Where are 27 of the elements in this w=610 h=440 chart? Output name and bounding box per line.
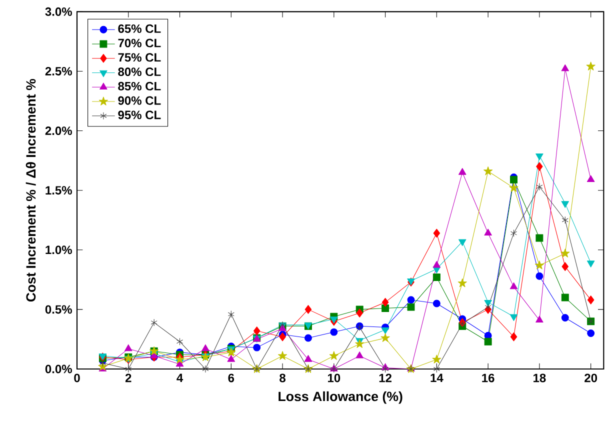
x-tick-label: 20	[584, 374, 598, 382]
x-tick-label: 8	[280, 374, 286, 382]
x-tick-label: 6	[228, 374, 234, 382]
x-tick-label: 4	[176, 374, 184, 382]
x-tick-label: 0	[74, 374, 80, 382]
legend-label: 80% CL	[118, 68, 161, 76]
legend-label: 70% CL	[118, 38, 161, 48]
y-tick-label: 1.5%	[46, 186, 72, 195]
x-tick-label: 2	[125, 374, 132, 382]
y-tick-label: 1.0%	[46, 246, 72, 254]
legend-label: 90% CL	[118, 96, 161, 105]
x-axis-title: Loss Allowance (%)	[278, 391, 402, 404]
y-tick-label: 0.0%	[45, 364, 72, 374]
x-tick-label: 10	[328, 374, 340, 382]
x-tick-label: 12	[379, 374, 392, 382]
legend-label: 95% CL	[118, 110, 161, 120]
y-tick-label: 2.5%	[45, 66, 72, 76]
y-tick-label: 0.5%	[45, 305, 72, 314]
x-tick-label: 14	[430, 374, 444, 382]
legend-label: 65% CL	[118, 24, 161, 33]
y-tick-label: 2.0%	[45, 126, 72, 136]
legend-label: 85% CL	[118, 82, 161, 90]
y-tick-label: 3.0%	[45, 7, 72, 16]
y-axis-title: Cost Increment % / Δθ Increment %	[26, 78, 36, 302]
legend-label: 75% CL	[118, 53, 161, 62]
x-tick-label: 18	[534, 374, 546, 382]
x-tick-label: 16	[482, 374, 494, 382]
